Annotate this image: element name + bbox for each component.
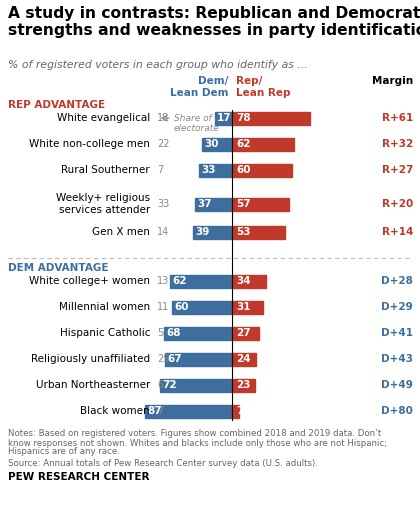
Text: services attender: services attender xyxy=(59,205,150,215)
Text: R+14: R+14 xyxy=(382,227,413,237)
Text: R+61: R+61 xyxy=(382,113,413,123)
Text: 87: 87 xyxy=(147,406,162,416)
Text: 57: 57 xyxy=(236,199,251,209)
Text: 5: 5 xyxy=(157,328,163,338)
Text: Share of
electorate: Share of electorate xyxy=(174,114,220,134)
Bar xyxy=(232,404,239,418)
Text: D+29: D+29 xyxy=(381,302,413,312)
Bar xyxy=(232,226,285,238)
Bar xyxy=(165,352,232,366)
Text: 24: 24 xyxy=(236,354,251,364)
Text: 67: 67 xyxy=(167,354,181,364)
Text: D+49: D+49 xyxy=(381,380,413,390)
Bar xyxy=(232,137,294,150)
Text: D+80: D+80 xyxy=(381,406,413,416)
Text: 78: 78 xyxy=(236,113,251,123)
Bar xyxy=(232,352,256,366)
Text: R+27: R+27 xyxy=(382,165,413,175)
Text: 31: 31 xyxy=(236,302,250,312)
Bar xyxy=(195,197,232,210)
Text: 39: 39 xyxy=(195,227,210,237)
Text: % of registered voters in each group who identify as ...: % of registered voters in each group who… xyxy=(8,60,308,70)
Bar xyxy=(199,164,232,177)
Bar xyxy=(232,300,263,313)
Bar xyxy=(215,112,232,125)
Bar xyxy=(202,137,232,150)
Text: DEM ADVANTAGE: DEM ADVANTAGE xyxy=(8,263,108,273)
Text: know responses not shown. Whites and blacks include only those who are not Hispa: know responses not shown. Whites and bla… xyxy=(8,439,387,448)
Text: 60: 60 xyxy=(174,302,189,312)
Text: Weekly+ religious: Weekly+ religious xyxy=(56,193,150,203)
Text: 17: 17 xyxy=(217,113,231,123)
Text: 23: 23 xyxy=(236,380,250,390)
Text: 68: 68 xyxy=(166,328,181,338)
Bar xyxy=(232,197,289,210)
Bar xyxy=(232,327,259,339)
Text: Hispanic Catholic: Hispanic Catholic xyxy=(60,328,150,338)
Text: D+43: D+43 xyxy=(381,354,413,364)
Text: 62: 62 xyxy=(236,139,250,149)
Text: 34: 34 xyxy=(236,276,251,286)
Text: 62: 62 xyxy=(172,276,186,286)
Text: D+28: D+28 xyxy=(381,276,413,286)
Text: Rep/
Lean Rep: Rep/ Lean Rep xyxy=(236,76,291,98)
Text: 33: 33 xyxy=(157,199,169,209)
Text: White college+ women: White college+ women xyxy=(29,276,150,286)
Text: A study in contrasts: Republican and Democratic
strengths and weaknesses in part: A study in contrasts: Republican and Dem… xyxy=(8,6,420,38)
Bar xyxy=(160,379,232,391)
Text: 33: 33 xyxy=(201,165,215,175)
Text: REP ADVANTAGE: REP ADVANTAGE xyxy=(8,100,105,110)
Text: R+32: R+32 xyxy=(382,139,413,149)
Bar xyxy=(232,275,266,288)
Text: White non-college men: White non-college men xyxy=(29,139,150,149)
Text: Dem/
Lean Dem: Dem/ Lean Dem xyxy=(170,76,228,98)
Bar xyxy=(145,404,232,418)
Text: 22: 22 xyxy=(157,139,170,149)
Text: Religiously unaffiliated: Religiously unaffiliated xyxy=(31,354,150,364)
Text: 7: 7 xyxy=(157,406,163,416)
Text: 30: 30 xyxy=(204,139,218,149)
Bar xyxy=(164,327,232,339)
Text: Millennial women: Millennial women xyxy=(59,302,150,312)
Text: Hispanics are of any race.: Hispanics are of any race. xyxy=(8,448,120,457)
Text: Notes: Based on registered voters. Figures show combined 2018 and 2019 data. Don: Notes: Based on registered voters. Figur… xyxy=(8,430,381,439)
Text: 7: 7 xyxy=(236,406,243,416)
Text: Margin: Margin xyxy=(372,76,413,86)
Text: 11: 11 xyxy=(157,302,169,312)
Text: Gen X men: Gen X men xyxy=(92,227,150,237)
Text: 18: 18 xyxy=(157,113,169,123)
Text: 53: 53 xyxy=(236,227,250,237)
Text: R+20: R+20 xyxy=(382,199,413,209)
Text: D+41: D+41 xyxy=(381,328,413,338)
Text: Source: Annual totals of Pew Research Center survey data (U.S. adults).: Source: Annual totals of Pew Research Ce… xyxy=(8,459,318,468)
Text: 13: 13 xyxy=(157,276,169,286)
Text: White evangelical: White evangelical xyxy=(57,113,150,123)
Text: 25: 25 xyxy=(157,354,170,364)
Text: 6: 6 xyxy=(157,380,163,390)
Text: Urban Northeasterner: Urban Northeasterner xyxy=(36,380,150,390)
Bar xyxy=(232,112,310,125)
Text: 37: 37 xyxy=(197,199,212,209)
Bar xyxy=(232,379,255,391)
Text: 60: 60 xyxy=(236,165,250,175)
Text: Black women: Black women xyxy=(80,406,150,416)
Bar xyxy=(172,300,232,313)
Bar xyxy=(232,164,292,177)
Text: 72: 72 xyxy=(162,380,177,390)
Text: 14: 14 xyxy=(157,227,169,237)
Bar xyxy=(170,275,232,288)
Bar xyxy=(193,226,232,238)
Text: 27: 27 xyxy=(236,328,251,338)
Text: PEW RESEARCH CENTER: PEW RESEARCH CENTER xyxy=(8,471,150,481)
Text: 7: 7 xyxy=(157,165,163,175)
Text: Rural Southerner: Rural Southerner xyxy=(61,165,150,175)
